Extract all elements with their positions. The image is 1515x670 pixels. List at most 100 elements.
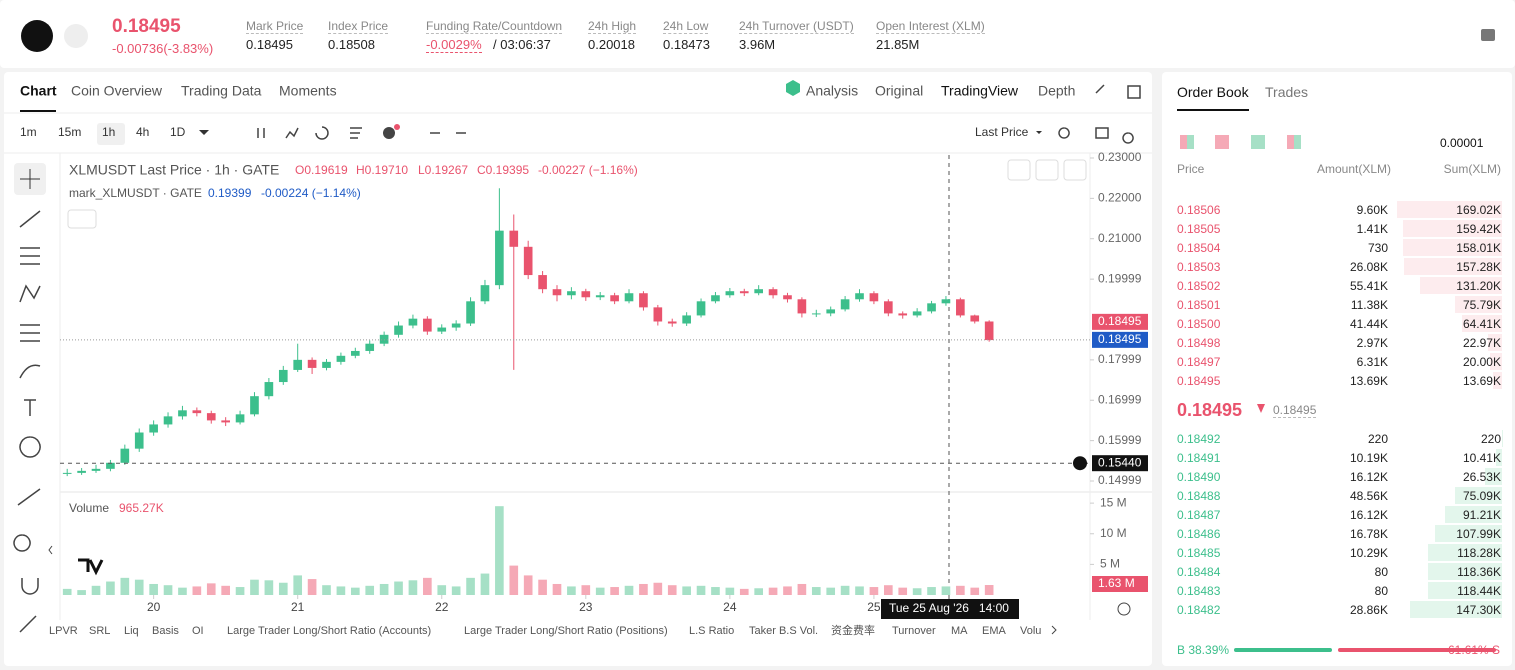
chart-btn[interactable] xyxy=(1063,159,1087,181)
candle-body xyxy=(927,303,936,312)
candle-body xyxy=(970,315,980,322)
candle-body xyxy=(768,289,778,296)
chart-btn[interactable] xyxy=(1035,159,1059,181)
volume-bar xyxy=(624,585,634,595)
chart-tab: Coin Overview xyxy=(71,83,163,99)
candle-body xyxy=(77,470,86,473)
depth-bar xyxy=(1403,239,1502,256)
volume-bar xyxy=(495,506,504,595)
depth-bar xyxy=(1403,258,1502,275)
volume-title: Volume xyxy=(69,501,109,515)
layout-icon[interactable] xyxy=(1251,135,1265,149)
volume-bar xyxy=(336,586,346,595)
volume-bar xyxy=(941,586,951,595)
collapse-button[interactable] xyxy=(67,209,97,229)
candle-body xyxy=(783,295,792,300)
ob-sum: 75.09K xyxy=(1462,489,1501,503)
stat-value: 0.20018 xyxy=(588,37,635,52)
volume-bar xyxy=(855,586,864,595)
layout-icon[interactable] xyxy=(1287,135,1301,149)
candle-body xyxy=(840,299,850,310)
candle-body xyxy=(278,369,288,383)
volume-bar xyxy=(149,583,158,595)
stat-label: 24h Low xyxy=(663,19,709,34)
volume-tag-label: 1.63 M xyxy=(1098,576,1135,590)
precision: 0.00001 xyxy=(1440,136,1484,150)
ob-sum: 75.79K xyxy=(1462,298,1501,312)
interval: 1h xyxy=(102,125,115,139)
ob-sum: 91.21K xyxy=(1462,508,1501,522)
candle-body xyxy=(134,432,144,449)
buy-ratio-bar xyxy=(1234,648,1332,652)
crosshair-tag xyxy=(1092,455,1148,472)
candle-body xyxy=(509,230,519,247)
last-price: 0.18495 xyxy=(112,16,181,37)
legend-title: XLMUSDT Last Price · 1h · GATE xyxy=(69,162,279,178)
ob-price: 0.18505 xyxy=(1177,222,1221,236)
volume-bar xyxy=(667,585,677,595)
ob-price: 0.18501 xyxy=(1177,298,1221,312)
view-tab: Original xyxy=(875,83,923,99)
favorite-star[interactable] xyxy=(64,24,88,48)
ob-price: 0.18504 xyxy=(1177,241,1221,255)
candle-body xyxy=(62,472,72,474)
candle-body xyxy=(523,246,533,276)
menu-icon[interactable] xyxy=(1481,29,1495,41)
indicator: Large Trader Long/Short Ratio (Accounts) xyxy=(227,625,431,637)
add-indicator[interactable] xyxy=(383,127,395,139)
candle-body xyxy=(653,307,663,322)
ob-sum: 118.44K xyxy=(1457,584,1501,598)
volume-value: 965.27K xyxy=(119,501,164,515)
depth-bar xyxy=(1420,277,1502,294)
layout-icon[interactable] xyxy=(1180,135,1194,149)
ob-sum: 22.97K xyxy=(1462,336,1501,350)
ob-amount: 16.12K xyxy=(1349,470,1388,484)
ob-tab: Trades xyxy=(1265,84,1309,100)
legend-mark-change: -0.00224 (−1.14%) xyxy=(261,186,361,200)
volume-bar xyxy=(783,586,792,595)
dropdown-arrow[interactable] xyxy=(199,130,1042,135)
depth-bar xyxy=(1428,544,1502,561)
candle-body xyxy=(91,468,101,471)
tv-logo-mark xyxy=(78,558,104,576)
interval: 1D xyxy=(170,125,186,139)
ob-sum: 118.28K xyxy=(1457,546,1501,560)
ob-amount: 13.69K xyxy=(1349,374,1388,388)
candle-body xyxy=(379,334,389,344)
volume-bar xyxy=(62,588,72,595)
candle-body xyxy=(624,293,634,302)
toolbar-icons[interactable] xyxy=(257,84,1141,144)
candle-body xyxy=(293,359,303,370)
indicator: Basis xyxy=(152,625,179,637)
volume-bar xyxy=(984,585,994,595)
volume-bar xyxy=(696,585,706,595)
stat-label: 24h Turnover (USDT) xyxy=(739,19,854,34)
ob-sum: 147.30K xyxy=(1456,603,1501,617)
scroll-arrow[interactable] xyxy=(48,545,1057,635)
chart: Chart Coin Overview Trading Data Moments Ana… xyxy=(4,80,1152,637)
volume-bar xyxy=(221,585,230,595)
candle-body xyxy=(365,343,375,351)
candle-body xyxy=(552,289,562,296)
settings-icon[interactable] xyxy=(1117,602,1131,616)
candle-body xyxy=(336,355,346,362)
y-tick-label: 0.22000 xyxy=(1098,191,1142,205)
y-tick-label: 0.17999 xyxy=(1098,352,1142,366)
ob-amount: 80 xyxy=(1374,565,1388,579)
ob-sum: 220 xyxy=(1480,432,1501,446)
v-tick-label: 10 M xyxy=(1100,526,1127,540)
candle-body xyxy=(581,291,591,298)
candle-body xyxy=(423,318,432,332)
volume-bar xyxy=(840,585,850,595)
drawing-tools[interactable] xyxy=(13,210,41,633)
candle-body xyxy=(826,309,836,314)
ob-sum: 64.41K xyxy=(1462,317,1501,331)
ob-price: 0.18484 xyxy=(1177,565,1221,579)
legend-ohlc: -0.00227 (−1.16%) xyxy=(538,163,638,177)
interval: 4h xyxy=(136,125,149,139)
ob-sum: 169.02K xyxy=(1456,203,1501,217)
layout-icon[interactable] xyxy=(1215,135,1229,149)
legend-mark-value: 0.19399 xyxy=(208,186,252,200)
volume-bar xyxy=(595,587,605,595)
chart-btn[interactable] xyxy=(1007,159,1031,181)
